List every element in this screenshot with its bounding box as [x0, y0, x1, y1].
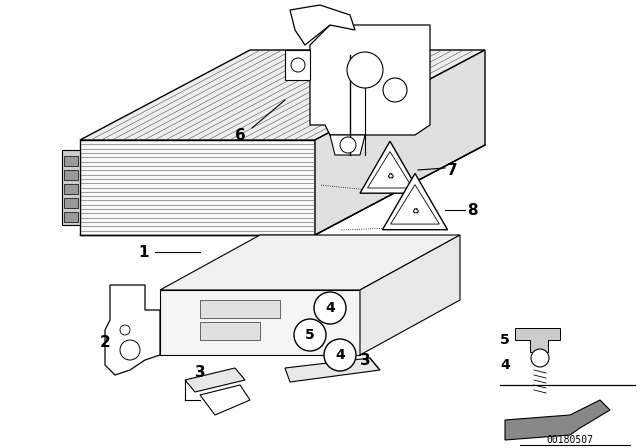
Polygon shape	[367, 151, 413, 188]
Text: 4: 4	[335, 348, 345, 362]
Text: 2: 2	[100, 335, 111, 349]
Text: 00180507: 00180507	[547, 435, 593, 445]
Polygon shape	[64, 170, 78, 180]
Polygon shape	[160, 290, 360, 355]
Polygon shape	[360, 141, 420, 193]
Text: 7: 7	[447, 163, 458, 177]
Polygon shape	[64, 198, 78, 208]
Text: ♻: ♻	[387, 172, 394, 181]
Polygon shape	[315, 50, 485, 235]
Polygon shape	[185, 368, 245, 392]
Polygon shape	[64, 212, 78, 222]
Polygon shape	[105, 285, 160, 375]
Circle shape	[120, 340, 140, 360]
Circle shape	[383, 78, 407, 102]
Circle shape	[314, 292, 346, 324]
Polygon shape	[200, 322, 260, 340]
Text: ♻: ♻	[412, 207, 419, 216]
Text: 1: 1	[138, 245, 148, 259]
Polygon shape	[200, 385, 250, 415]
Polygon shape	[80, 50, 485, 140]
Circle shape	[120, 325, 130, 335]
Polygon shape	[390, 185, 440, 224]
Text: 5: 5	[500, 333, 510, 347]
Polygon shape	[285, 50, 310, 80]
Polygon shape	[360, 235, 460, 355]
Circle shape	[324, 339, 356, 371]
Polygon shape	[330, 135, 365, 155]
Polygon shape	[64, 156, 78, 166]
Text: 8: 8	[467, 202, 477, 217]
Circle shape	[291, 58, 305, 72]
Polygon shape	[515, 328, 560, 352]
Text: 3: 3	[360, 353, 371, 367]
Polygon shape	[505, 400, 610, 440]
Polygon shape	[290, 5, 355, 45]
Polygon shape	[285, 358, 380, 382]
Circle shape	[340, 137, 356, 153]
Polygon shape	[383, 173, 447, 230]
Text: 3: 3	[195, 365, 205, 379]
Text: 4: 4	[500, 358, 510, 372]
Text: 6: 6	[235, 128, 246, 142]
Text: 5: 5	[305, 328, 315, 342]
Circle shape	[294, 319, 326, 351]
Text: 4: 4	[325, 301, 335, 315]
Polygon shape	[80, 140, 315, 235]
Circle shape	[531, 349, 549, 367]
Polygon shape	[160, 235, 460, 290]
Polygon shape	[64, 184, 78, 194]
Polygon shape	[62, 150, 80, 225]
Polygon shape	[310, 25, 430, 135]
Circle shape	[347, 52, 383, 88]
Polygon shape	[200, 300, 280, 318]
